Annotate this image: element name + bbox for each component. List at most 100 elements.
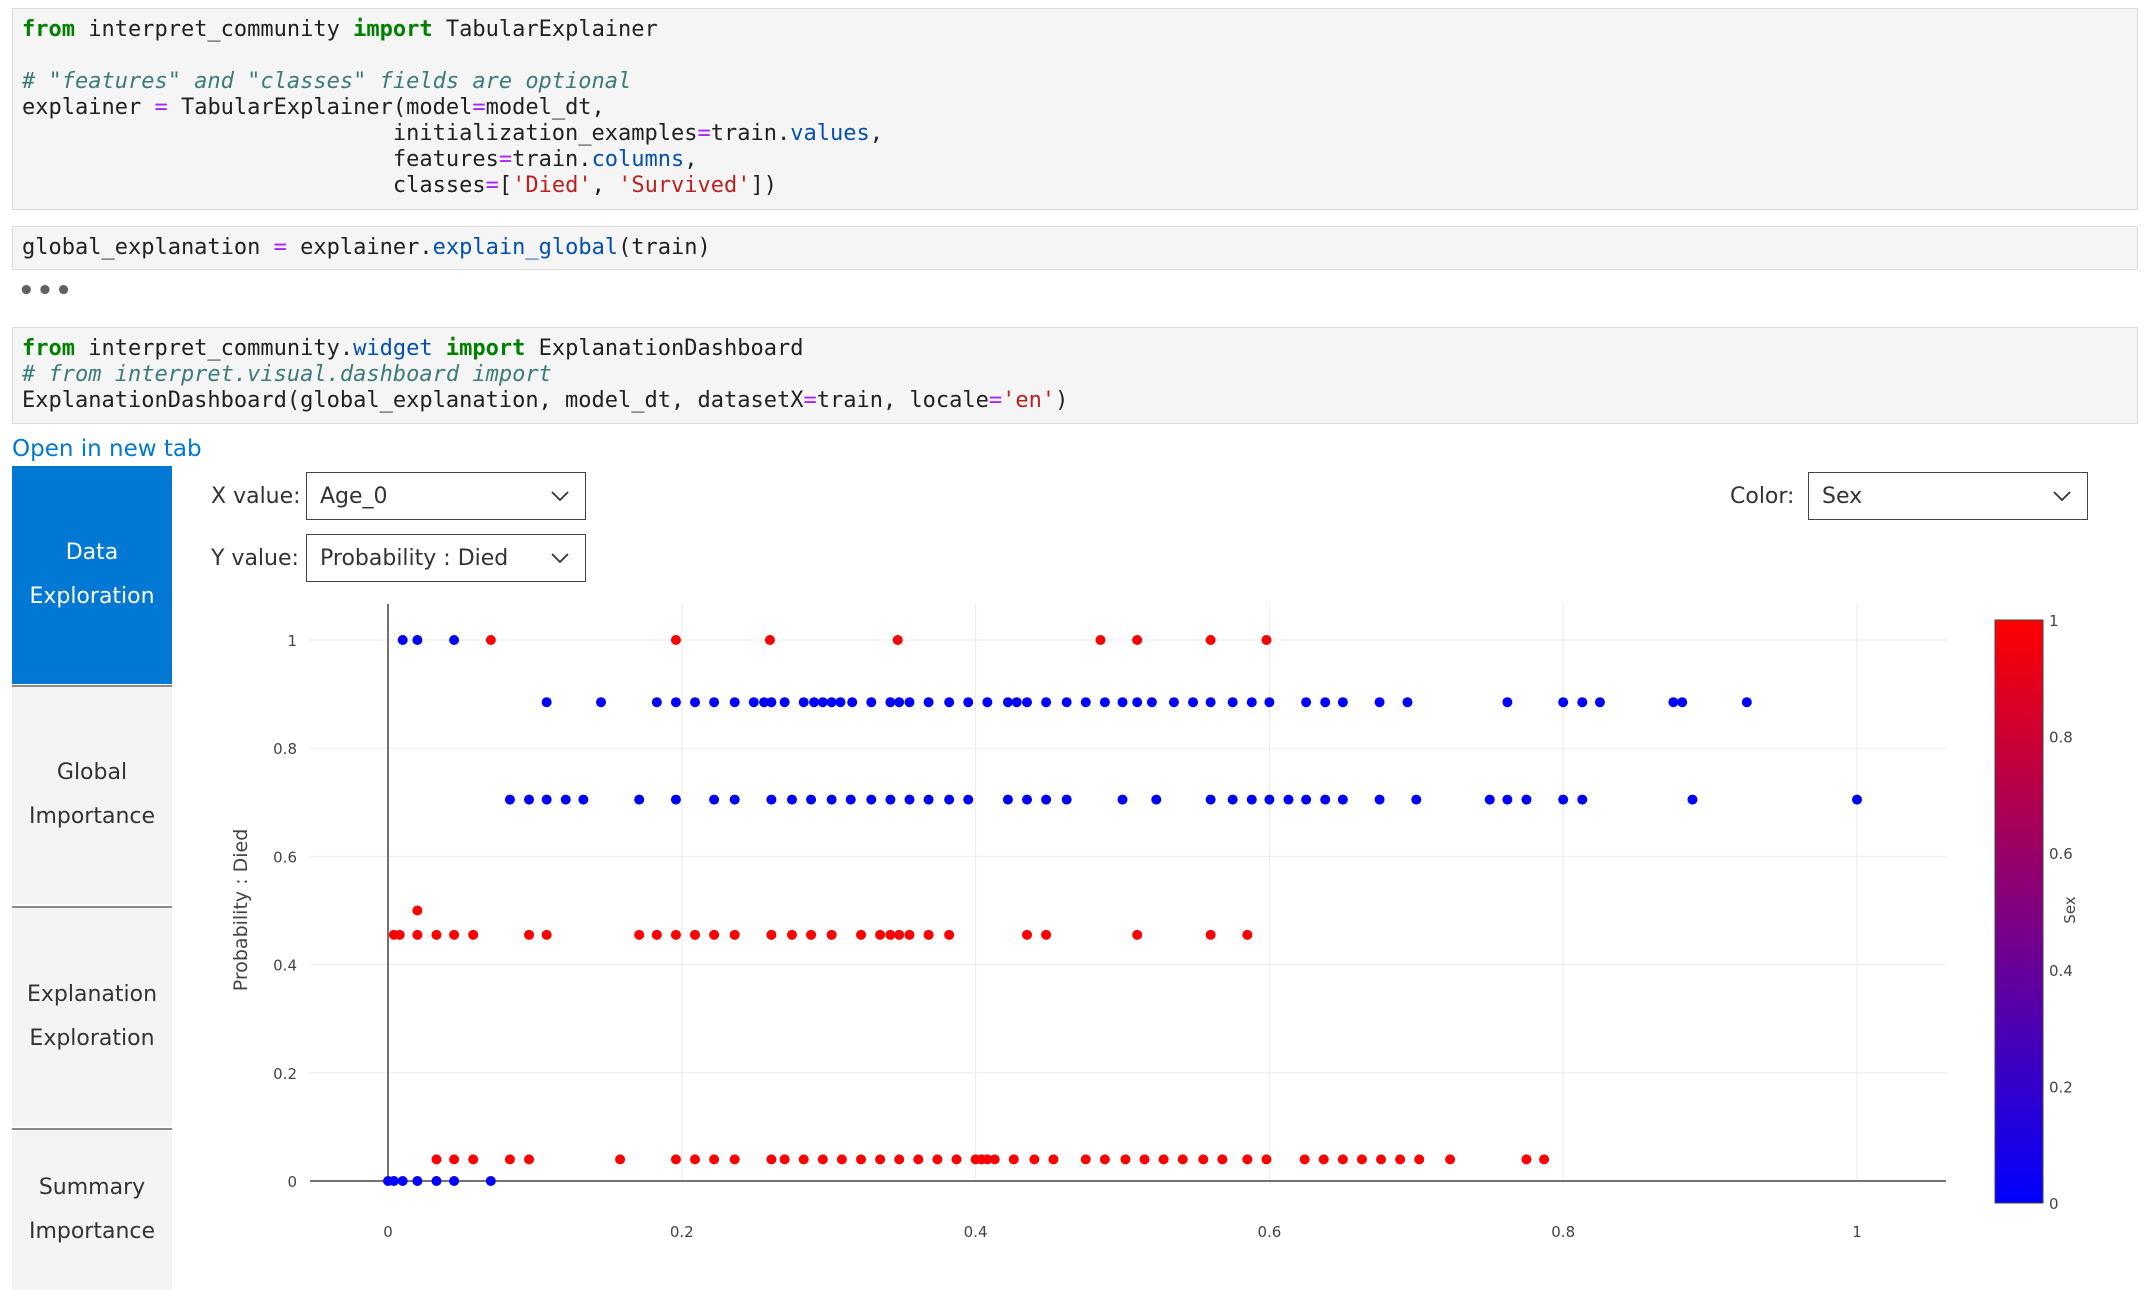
data-point: [541, 697, 552, 708]
data-point: [764, 635, 775, 645]
string: 'Survived': [618, 173, 751, 198]
data-point: [485, 635, 496, 645]
chevron-down-icon: [551, 553, 569, 564]
data-point: [1041, 794, 1052, 805]
data-point: [1080, 697, 1091, 708]
data-point: [670, 794, 681, 805]
nav-divider: [12, 1128, 172, 1130]
data-point: [1246, 697, 1257, 708]
data-point: [786, 794, 797, 805]
data-point: [856, 929, 867, 940]
data-point: [1283, 794, 1294, 805]
data-point: [766, 929, 777, 940]
data-point: [431, 929, 442, 940]
code-cell-1[interactable]: from interpret_community import TabularE…: [12, 8, 2138, 210]
code-line: ExplanationDashboard(global_explanation,…: [22, 388, 2128, 414]
open-in-new-tab-link[interactable]: Open in new tab: [12, 436, 202, 462]
attribute: values: [790, 121, 870, 146]
code-text: TabularExplainer(model: [167, 95, 473, 120]
data-point: [970, 1154, 981, 1165]
data-point: [866, 697, 877, 708]
data-point: [1095, 635, 1106, 645]
data-point: [1374, 794, 1385, 805]
data-point: [670, 929, 681, 940]
x-value-dropdown[interactable]: Age_0: [306, 472, 586, 520]
code-line: features=train.columns,: [22, 147, 2128, 173]
operator: =: [803, 388, 817, 413]
data-point: [1668, 697, 1679, 708]
data-point: [449, 1176, 460, 1186]
data-point: [1120, 1154, 1131, 1165]
data-point: [394, 929, 405, 940]
string: 'en': [1002, 388, 1056, 413]
color-dropdown[interactable]: Sex: [1808, 472, 2088, 520]
nav-summary-importance[interactable]: Summary Importance: [12, 1130, 172, 1290]
data-point: [504, 794, 515, 805]
data-point: [412, 905, 423, 916]
data-point: [397, 635, 408, 645]
data-point: [468, 929, 479, 940]
data-point: [817, 1154, 828, 1165]
data-point: [1011, 697, 1022, 708]
nav-data-exploration[interactable]: Data Exploration: [12, 466, 172, 684]
data-point: [826, 697, 837, 708]
code-line: # from interpret.visual.dashboard import: [22, 362, 2128, 388]
data-point: [806, 794, 817, 805]
data-point: [709, 697, 720, 708]
data-point: [989, 1154, 1000, 1165]
data-point: [729, 794, 740, 805]
data-point: [779, 697, 790, 708]
x-value-label: X value:: [211, 484, 301, 509]
y-value-dropdown[interactable]: Probability : Died: [306, 534, 586, 582]
data-point: [1741, 697, 1752, 708]
y-axis-label: Probability : Died: [230, 829, 252, 992]
data-point: [894, 929, 905, 940]
string: 'Died': [512, 173, 592, 198]
data-point: [541, 794, 552, 805]
data-point: [1242, 929, 1253, 940]
data-point: [1205, 794, 1216, 805]
collapsed-output-ellipsis[interactable]: •••: [18, 276, 74, 306]
data-point: [1502, 697, 1513, 708]
data-point: [1041, 697, 1052, 708]
data-point: [779, 1154, 790, 1165]
data-point: [1395, 1154, 1406, 1165]
data-point: [913, 1154, 924, 1165]
data-point: [923, 697, 934, 708]
data-point: [468, 1154, 479, 1165]
y-tick-label: 0: [287, 1173, 297, 1191]
nav-global-importance[interactable]: Global Importance: [12, 686, 172, 904]
data-point: [1299, 1154, 1310, 1165]
keyword: import: [353, 17, 433, 42]
data-point: [885, 929, 896, 940]
data-point: [1558, 697, 1569, 708]
data-point: [826, 794, 837, 805]
data-point: [397, 1176, 408, 1186]
data-point: [1029, 1154, 1040, 1165]
nav-explanation-exploration[interactable]: Explanation Exploration: [12, 908, 172, 1126]
data-point: [1117, 697, 1128, 708]
data-point: [485, 1176, 496, 1186]
code-cell-2[interactable]: global_explanation = explainer.explain_g…: [12, 226, 2138, 270]
x-value-selected: Age_0: [320, 483, 388, 509]
data-point: [944, 929, 955, 940]
color-selected: Sex: [1822, 483, 1863, 509]
data-point: [982, 697, 993, 708]
operator: =: [498, 147, 513, 172]
code-line: initialization_examples=train.values,: [22, 121, 2128, 147]
data-point: [1687, 794, 1698, 805]
data-point: [541, 929, 552, 940]
code-text: interpret_community: [74, 17, 354, 42]
keyword: from: [22, 17, 75, 42]
data-point: [690, 697, 701, 708]
data-point: [885, 794, 896, 805]
colorbar-tick-label: 1: [2049, 612, 2059, 630]
data-point: [798, 697, 809, 708]
data-point: [1242, 1154, 1253, 1165]
data-point: [1041, 929, 1052, 940]
colorbar-tick-label: 0.4: [2049, 962, 2073, 980]
data-point: [1484, 794, 1495, 805]
data-point: [1198, 1154, 1209, 1165]
data-point: [1402, 697, 1413, 708]
code-cell-3[interactable]: from interpret_community.widget import E…: [12, 327, 2138, 424]
